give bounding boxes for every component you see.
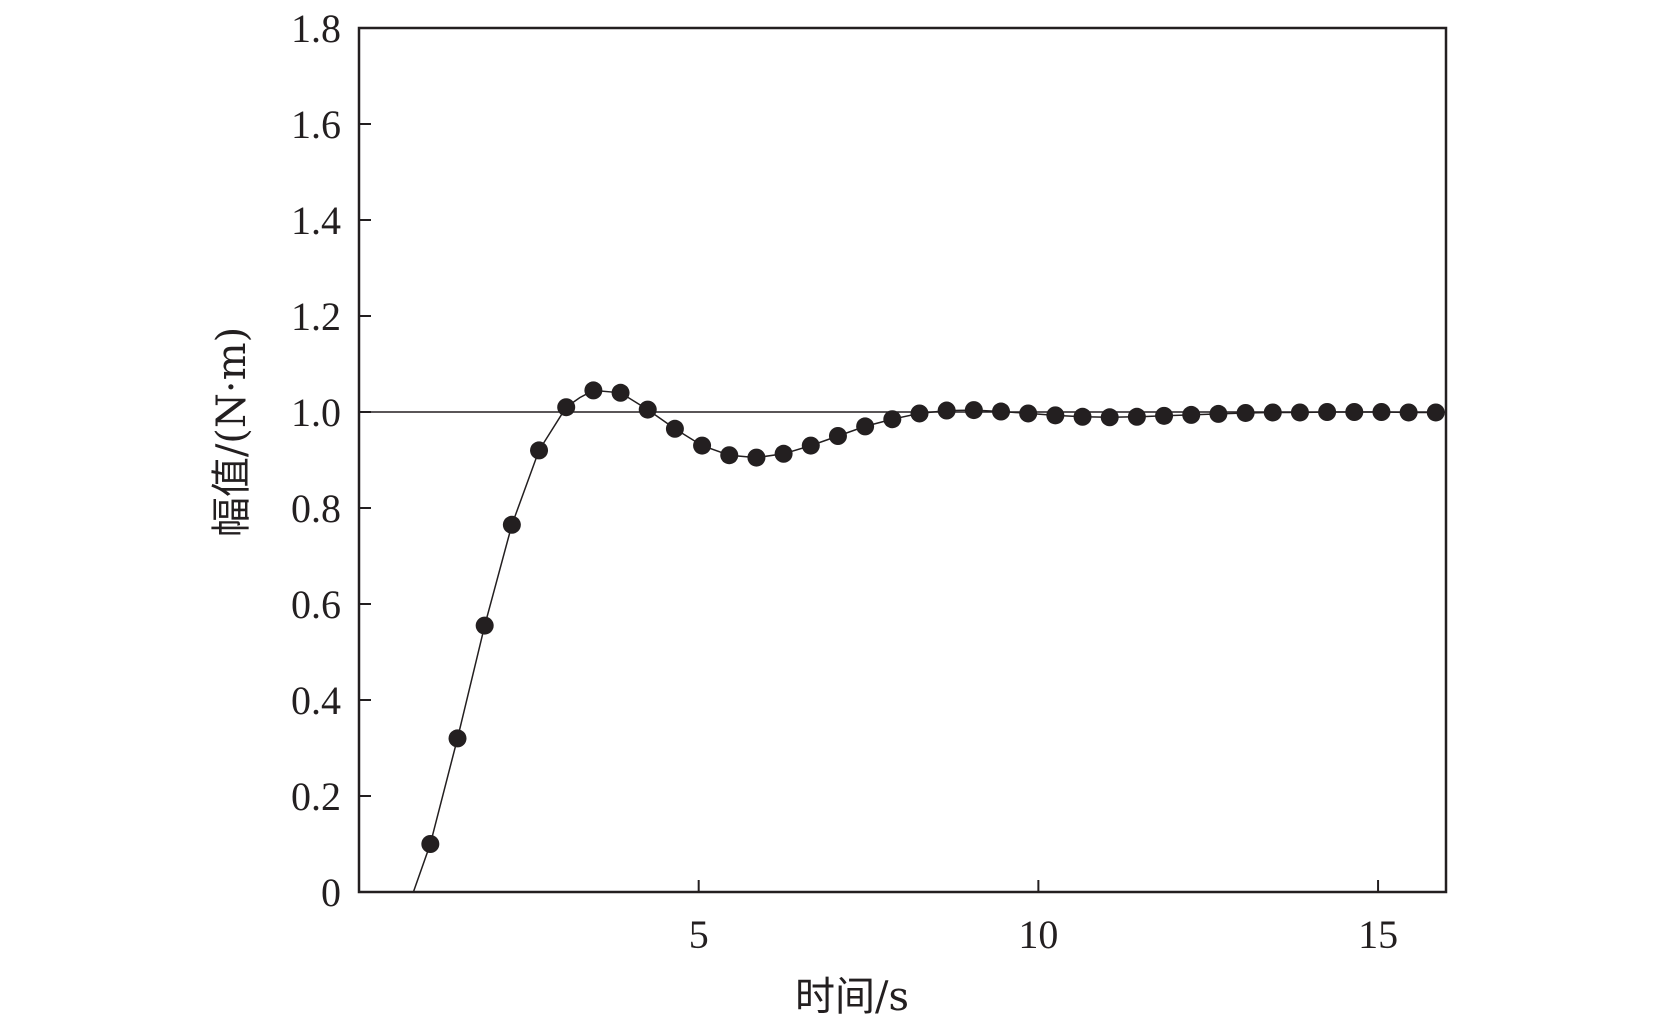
y-tick-label: 1.2 xyxy=(291,294,341,339)
data-point xyxy=(530,441,549,460)
data-point xyxy=(1345,403,1364,421)
y-tick-label: 1.4 xyxy=(291,198,341,243)
y-tick-label: 1.8 xyxy=(291,6,341,51)
data-point xyxy=(910,404,929,423)
x-tick-label: 5 xyxy=(689,912,709,957)
data-point xyxy=(964,401,983,420)
data-point xyxy=(1399,403,1418,422)
data-point xyxy=(1127,407,1146,426)
data-point xyxy=(1426,403,1445,422)
data-point xyxy=(421,835,440,853)
y-tick-label: 0.2 xyxy=(291,774,341,819)
x-tick-label: 15 xyxy=(1358,912,1398,957)
grid-and-ticks xyxy=(359,27,1380,893)
y-tick-label: 1.6 xyxy=(291,102,341,147)
data-point xyxy=(1318,403,1337,421)
data-point xyxy=(774,444,793,463)
data-point xyxy=(611,383,630,402)
data-point xyxy=(801,436,820,455)
data-point xyxy=(1182,405,1201,424)
x-tick-label: 10 xyxy=(1018,912,1058,957)
y-tick-label: 0.8 xyxy=(291,486,341,531)
data-point xyxy=(638,400,657,419)
y-tick-labels: 0 0.2 0.4 0.6 0.8 1.0 1.2 1.4 1.6 1.8 xyxy=(291,6,341,915)
plot-frame xyxy=(357,26,1448,894)
series-line xyxy=(359,389,1446,893)
y-tick-label: 0.4 xyxy=(291,678,341,723)
data-point xyxy=(883,410,902,429)
data-point xyxy=(502,515,521,534)
x-axis-label: 时间/s xyxy=(795,974,909,1020)
data-point xyxy=(475,616,494,635)
data-point xyxy=(693,436,712,455)
data-point xyxy=(1100,408,1119,427)
data-point xyxy=(1019,404,1038,423)
data-point xyxy=(1046,406,1065,425)
data-point xyxy=(1073,407,1092,426)
data-point xyxy=(747,448,766,467)
y-tick-label: 0 xyxy=(321,870,341,915)
data-point xyxy=(1236,403,1255,422)
data-point xyxy=(720,446,739,465)
data-point xyxy=(1290,403,1309,422)
x-tick-labels: 5 10 15 xyxy=(689,912,1398,957)
data-point xyxy=(1372,403,1391,421)
data-point xyxy=(1209,404,1228,423)
data-point xyxy=(992,402,1011,421)
data-point xyxy=(828,427,847,445)
data-point xyxy=(937,401,956,420)
data-point xyxy=(557,398,576,417)
data-point xyxy=(856,417,875,436)
data-point xyxy=(1155,406,1174,425)
series-markers xyxy=(421,381,1445,853)
data-point xyxy=(1263,403,1282,422)
data-point xyxy=(584,381,603,400)
y-axis-label: 幅值/(N·m) xyxy=(209,327,255,537)
y-tick-label: 0.6 xyxy=(291,582,341,627)
data-point xyxy=(665,419,684,438)
y-tick-label: 1.0 xyxy=(291,390,341,435)
data-point xyxy=(448,729,467,748)
